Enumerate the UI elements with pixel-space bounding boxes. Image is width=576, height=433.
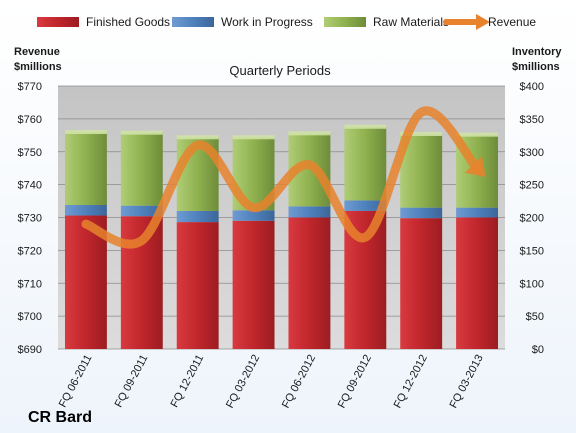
bar-cap <box>288 131 331 136</box>
bar-cap <box>176 135 219 140</box>
x-tick-label: FQ 12-2011 <box>169 353 207 410</box>
bar-work-in-progress <box>120 205 163 217</box>
revenue-arrowhead <box>464 155 486 178</box>
x-tick-label: FQ 09-2011 <box>113 353 151 410</box>
bar-cap <box>344 124 387 129</box>
legend-swatch-work-in-progress <box>172 17 214 27</box>
bar-work-in-progress <box>64 205 107 216</box>
right-tick-label: $0 <box>532 344 544 356</box>
right-tick-label: $50 <box>526 311 544 323</box>
bar-cap <box>400 131 443 136</box>
left-tick-label: $720 <box>18 245 42 257</box>
legend-label-revenue: Revenue <box>488 15 536 29</box>
left-tick-label: $690 <box>18 344 42 356</box>
legend-label-raw-materials: Raw Materials <box>373 15 449 29</box>
chart-title: Quarterly Periods <box>229 63 331 78</box>
bar-cap <box>64 130 107 135</box>
left-tick-label: $760 <box>18 114 42 126</box>
revenue-line <box>81 106 486 249</box>
right-tick-label: $350 <box>520 114 544 126</box>
legend-label-finished-goods: Finished Goods <box>86 15 170 29</box>
bar-work-in-progress <box>232 210 275 221</box>
bar-raw-materials <box>64 132 107 206</box>
left-tick-label: $730 <box>18 213 42 225</box>
right-tick-label: $250 <box>520 180 544 192</box>
right-axis-title-line2: $millions <box>512 61 560 73</box>
bar-work-in-progress <box>456 207 499 218</box>
x-tick-label: FQ 09-2012 <box>336 353 374 410</box>
right-tick-label: $100 <box>520 278 544 290</box>
right-axis-title-line1: Inventory <box>512 46 562 58</box>
bar-finished-goods <box>64 215 107 349</box>
bar-finished-goods <box>176 222 219 349</box>
right-axis-ticks: $400 $350 $300 $250 $200 $150 $100 $50 $0 <box>520 81 544 356</box>
left-tick-label: $770 <box>18 81 42 93</box>
bar-finished-goods <box>232 220 275 349</box>
left-tick-label: $710 <box>18 278 42 290</box>
left-axis-title-line1: Revenue <box>14 46 60 58</box>
x-tick-label: FQ 06-2012 <box>280 353 318 410</box>
legend-label-work-in-progress: Work in Progress <box>221 15 313 29</box>
company-name: CR Bard <box>28 409 92 426</box>
revenue-path <box>81 106 482 249</box>
left-tick-label: $700 <box>18 311 42 323</box>
bar-cap <box>120 130 163 135</box>
x-axis-ticks: FQ 06-2011 FQ 09-2011 FQ 12-2011 FQ 03-2012… <box>57 353 486 410</box>
bar-cap <box>456 132 499 137</box>
left-axis-ticks: $770 $760 $750 $740 $730 $720 $710 $700 $690 <box>18 81 42 356</box>
legend: Finished Goods Work in Progress Raw Mate… <box>37 14 536 30</box>
x-tick-label: FQ 06-2011 <box>57 353 95 410</box>
bars <box>64 124 499 349</box>
legend-arrow-revenue <box>443 14 490 30</box>
x-tick-label: FQ 03-2013 <box>448 353 486 410</box>
left-axis-title-line2: $millions <box>14 61 62 73</box>
x-tick-label: FQ 12-2012 <box>392 353 430 410</box>
right-tick-label: $300 <box>520 147 544 159</box>
bar-work-in-progress <box>400 207 443 219</box>
left-tick-label: $750 <box>18 147 42 159</box>
x-tick-label: FQ 03-2012 <box>224 353 262 410</box>
bar-work-in-progress <box>344 200 387 211</box>
legend-swatch-raw-materials <box>324 17 366 27</box>
bar-finished-goods <box>288 217 331 349</box>
right-tick-label: $150 <box>520 245 544 257</box>
legend-swatch-finished-goods <box>37 17 79 27</box>
bar-raw-materials <box>344 126 387 201</box>
bar-raw-materials <box>120 132 163 206</box>
bar-work-in-progress <box>288 206 331 218</box>
bar-finished-goods <box>400 218 443 349</box>
right-tick-label: $400 <box>520 81 544 93</box>
bar-finished-goods <box>456 217 499 349</box>
bar-cap <box>232 135 275 140</box>
left-tick-label: $740 <box>18 180 42 192</box>
right-tick-label: $200 <box>520 213 544 225</box>
bar-work-in-progress <box>176 210 219 223</box>
